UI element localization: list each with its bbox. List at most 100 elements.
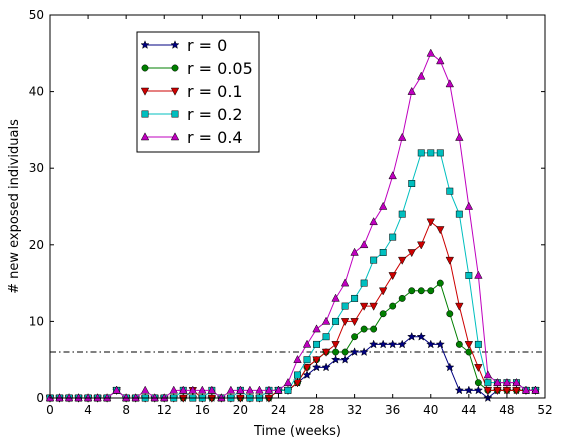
legend-marker (140, 132, 150, 141)
data-point (417, 149, 425, 157)
data-point (464, 341, 474, 350)
data-point (64, 393, 74, 402)
data-point (465, 271, 473, 279)
data-point (521, 385, 531, 394)
data-point (341, 302, 349, 310)
data-point (169, 385, 178, 394)
data-point (331, 293, 340, 302)
data-point (207, 385, 217, 394)
series-layer (45, 48, 541, 403)
data-point (140, 385, 150, 394)
legend-item: r = 0.05 (141, 59, 253, 78)
x-tick-label: 52 (537, 403, 552, 417)
x-tick-label: 12 (157, 403, 172, 417)
y-tick-label: 50 (29, 8, 44, 22)
legend-box (136, 31, 260, 153)
y-tick-label: 30 (29, 161, 44, 175)
data-point (427, 149, 435, 157)
data-point (397, 339, 407, 349)
series-2 (45, 218, 540, 403)
data-point (436, 279, 444, 287)
data-point (502, 387, 512, 396)
data-point (264, 385, 274, 394)
y-axis-label: # new exposed individuals (7, 119, 22, 294)
data-point (322, 333, 330, 341)
data-point (426, 339, 436, 349)
series-3 (46, 149, 539, 402)
y-tick-label: 10 (29, 314, 44, 328)
x-tick-label: 4 (84, 403, 92, 417)
legend-marker (170, 87, 180, 96)
data-point (407, 86, 416, 95)
legend-marker (170, 40, 180, 49)
data-point (351, 294, 359, 302)
data-point (293, 379, 302, 388)
legend: r = 0 r = 0.05 r = 0.1 r = 0.2 r = 0.4 (136, 31, 260, 153)
data-point (283, 377, 293, 386)
x-tick-label: 20 (233, 403, 248, 417)
data-point (370, 325, 378, 333)
data-point (455, 132, 464, 141)
data-point (341, 348, 349, 356)
data-point (131, 393, 140, 402)
plot-frame (49, 14, 546, 399)
data-point (378, 201, 388, 210)
data-point (407, 249, 416, 258)
data-point (445, 256, 455, 265)
data-point (417, 241, 426, 250)
data-point (359, 302, 369, 311)
data-point (359, 240, 369, 249)
legend-label: r = 0.05 (187, 59, 253, 78)
data-point (313, 340, 320, 348)
series-4 (45, 48, 540, 402)
data-point (474, 340, 482, 348)
legend-marker (140, 87, 150, 96)
data-point (264, 394, 274, 403)
data-point (236, 394, 245, 403)
data-point (207, 394, 217, 403)
y-tick-label: 20 (29, 238, 44, 252)
data-point (179, 394, 188, 403)
x-tick-label: 40 (423, 403, 438, 417)
data-point (378, 287, 388, 296)
legend-item: r = 0.4 (140, 128, 243, 147)
legend-marker (141, 110, 149, 118)
series-line (50, 152, 536, 399)
data-point (74, 393, 83, 402)
legend-marker (140, 40, 150, 49)
data-point (303, 356, 311, 364)
data-point (474, 379, 482, 387)
y-tick-label: 40 (29, 85, 44, 99)
series-line (50, 52, 536, 399)
data-point (55, 393, 64, 402)
legend-label: r = 0.4 (187, 128, 243, 147)
data-point (188, 385, 198, 394)
data-point (388, 339, 398, 349)
series-line (50, 282, 536, 399)
data-point (226, 385, 236, 394)
legend-label: r = 0.1 (187, 82, 243, 101)
data-point (426, 218, 435, 227)
data-point (455, 302, 464, 311)
x-tick-label: 24 (271, 403, 286, 417)
data-point (255, 385, 264, 394)
x-tick-label: 8 (122, 403, 130, 417)
data-point (321, 362, 331, 372)
data-point (397, 256, 407, 265)
data-point (284, 386, 292, 394)
data-point (331, 341, 340, 350)
data-point (121, 393, 131, 402)
x-tick-label: 0 (46, 403, 54, 417)
data-point (351, 333, 359, 341)
x-tick-label: 36 (385, 403, 400, 417)
data-point (236, 385, 245, 394)
data-point (150, 393, 159, 402)
data-point (455, 210, 463, 218)
data-point (360, 279, 368, 287)
data-point (102, 393, 112, 402)
data-point (398, 210, 406, 218)
data-point (408, 180, 416, 187)
data-point (312, 324, 321, 333)
data-point (493, 387, 502, 396)
